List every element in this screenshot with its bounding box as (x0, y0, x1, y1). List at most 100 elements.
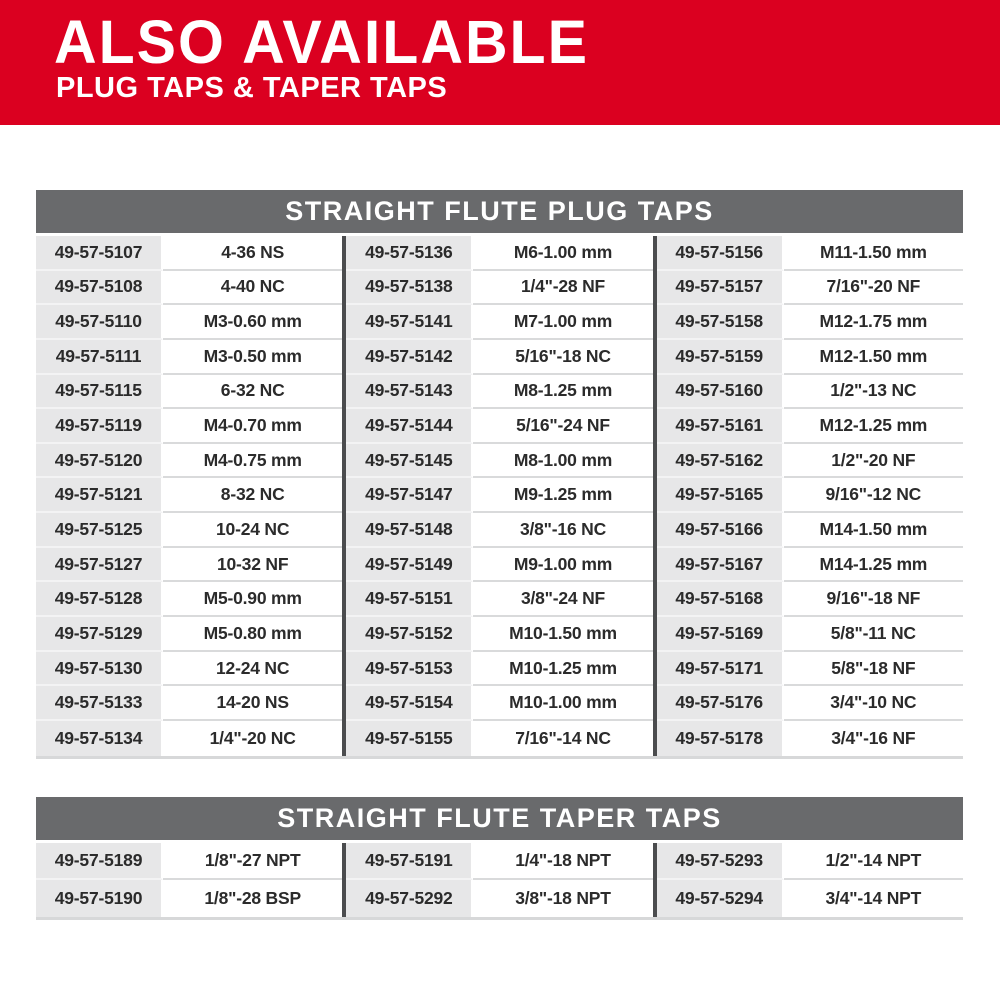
column-pair: 49-57-5107 4-36 NS 49-57-5108 4-40 NC 49-57-… (36, 236, 343, 756)
sku-cell: 49-57-5119 (36, 409, 163, 444)
size-cell: 4-40 NC (163, 270, 343, 306)
sku-cell: 49-57-5129 (36, 617, 163, 652)
size-cell: 3/4"-16 NF (783, 720, 963, 756)
size-cell: 1/2"-13 NC (783, 374, 963, 410)
size-cell: M10-1.00 mm (473, 686, 653, 721)
sku-cell: 49-57-5120 (36, 443, 163, 479)
size-cell: 14-20 NS (163, 686, 343, 721)
sku-cell: 49-57-5148 (346, 513, 474, 548)
sku-cell: 49-57-5108 (36, 270, 163, 306)
size-cell: M3-0.60 mm (163, 305, 343, 340)
size-cell: 1/4"-18 NPT (473, 843, 653, 880)
sku-cell: 49-57-5130 (36, 651, 163, 687)
column-pair: 49-57-5191 1/4"-18 NPT 49-57-5292 3/8"-18 N… (346, 843, 653, 917)
sku-cell: 49-57-5161 (656, 409, 784, 444)
column-divider (342, 843, 347, 917)
sku-cell: 49-57-5168 (656, 582, 784, 618)
sku-cell: 49-57-5178 (656, 720, 784, 756)
banner-subtitle: PLUG TAPS & TAPER TAPS (56, 72, 448, 104)
sku-cell: 49-57-5162 (656, 443, 784, 479)
sku-cell: 49-57-5166 (656, 513, 784, 548)
size-cell: M12-1.25 mm (783, 409, 963, 444)
size-cell: 3/8"-18 NPT (473, 880, 653, 917)
sku-cell: 49-57-5169 (656, 617, 784, 652)
size-cell: 1/4"-28 NF (473, 270, 653, 306)
sku-cell: 49-57-5189 (36, 843, 163, 880)
sku-cell: 49-57-5167 (656, 547, 784, 583)
size-cell: 1/8"-27 NPT (163, 843, 343, 880)
column-pair: 49-57-5136 M6-1.00 mm 49-57-5138 1/4"-28 NF… (346, 236, 653, 756)
sku-cell: 49-57-5145 (346, 443, 474, 479)
sku-cell: 49-57-5142 (346, 339, 474, 375)
size-cell: M6-1.00 mm (473, 236, 653, 271)
column-divider (342, 236, 347, 756)
size-cell: M4-0.70 mm (163, 409, 343, 444)
column-pair: 49-57-5189 1/8"-27 NPT 49-57-5190 1/8"-28 B… (36, 843, 343, 917)
sku-cell: 49-57-5155 (346, 720, 474, 756)
sku-cell: 49-57-5111 (36, 339, 163, 375)
size-cell: M8-1.25 mm (473, 374, 653, 410)
sku-cell: 49-57-5159 (656, 339, 784, 375)
promo-banner: ALSO AVAILABLE PLUG TAPS & TAPER TAPS (0, 0, 1000, 125)
plug-taps-table-body: 49-57-5107 4-36 NS 49-57-5108 4-40 NC 49-57-… (36, 236, 963, 759)
sku-cell: 49-57-5128 (36, 582, 163, 618)
size-cell: 9/16"-12 NC (783, 478, 963, 514)
sku-cell: 49-57-5136 (346, 236, 474, 271)
sku-cell: 49-57-5191 (346, 843, 474, 880)
taper-taps-table: STRAIGHT FLUTE TAPER TAPS 49-57-5189 1/8"… (36, 797, 963, 920)
size-cell: 1/8"-28 BSP (163, 880, 343, 917)
size-cell: 3/8"-16 NC (473, 513, 653, 548)
banner-title: ALSO AVAILABLE (54, 7, 589, 77)
size-cell: 10-32 NF (163, 547, 343, 583)
sku-cell: 49-57-5176 (656, 686, 784, 721)
size-cell: 5/8"-18 NF (783, 651, 963, 687)
sku-cell: 49-57-5121 (36, 478, 163, 514)
sku-cell: 49-57-5190 (36, 880, 163, 917)
plug-taps-table: STRAIGHT FLUTE PLUG TAPS 49-57-5107 4-36 … (36, 190, 963, 759)
size-cell: M5-0.80 mm (163, 617, 343, 652)
sku-cell: 49-57-5149 (346, 547, 474, 583)
sku-cell: 49-57-5160 (656, 374, 784, 410)
column-pair: 49-57-5293 1/2"-14 NPT 49-57-5294 3/4"-14 N… (656, 843, 963, 917)
size-cell: 10-24 NC (163, 513, 343, 548)
size-cell: 8-32 NC (163, 478, 343, 514)
size-cell: M5-0.90 mm (163, 582, 343, 618)
taper-taps-table-title: STRAIGHT FLUTE TAPER TAPS (36, 797, 963, 840)
size-cell: 3/4"-10 NC (783, 686, 963, 721)
size-cell: M9-1.25 mm (473, 478, 653, 514)
column-divider (652, 236, 657, 756)
sku-cell: 49-57-5134 (36, 720, 163, 756)
size-cell: M14-1.50 mm (783, 513, 963, 548)
sku-cell: 49-57-5158 (656, 305, 784, 340)
size-cell: 4-36 NS (163, 236, 343, 271)
size-cell: 3/4"-14 NPT (783, 880, 963, 917)
sku-cell: 49-57-5141 (346, 305, 474, 340)
sku-cell: 49-57-5115 (36, 374, 163, 410)
size-cell: M9-1.00 mm (473, 547, 653, 583)
sku-cell: 49-57-5151 (346, 582, 474, 618)
sku-cell: 49-57-5165 (656, 478, 784, 514)
size-cell: 1/4"-20 NC (163, 720, 343, 756)
sku-cell: 49-57-5138 (346, 270, 474, 306)
size-cell: M11-1.50 mm (783, 236, 963, 271)
column-divider (652, 843, 657, 917)
size-cell: M12-1.75 mm (783, 305, 963, 340)
sku-cell: 49-57-5127 (36, 547, 163, 583)
size-cell: M3-0.50 mm (163, 339, 343, 375)
sku-cell: 49-57-5147 (346, 478, 474, 514)
sku-cell: 49-57-5153 (346, 651, 474, 687)
sku-cell: 49-57-5157 (656, 270, 784, 306)
size-cell: 1/2"-20 NF (783, 443, 963, 479)
sku-cell: 49-57-5144 (346, 409, 474, 444)
size-cell: M10-1.25 mm (473, 651, 653, 687)
size-cell: 3/8"-24 NF (473, 582, 653, 618)
size-cell: 9/16"-18 NF (783, 582, 963, 618)
column-pair: 49-57-5156 M11-1.50 mm 49-57-5157 7/16"-20 … (656, 236, 963, 756)
size-cell: 7/16"-20 NF (783, 270, 963, 306)
size-cell: M4-0.75 mm (163, 443, 343, 479)
sku-cell: 49-57-5294 (656, 880, 784, 917)
size-cell: M10-1.50 mm (473, 617, 653, 652)
sku-cell: 49-57-5292 (346, 880, 474, 917)
sku-cell: 49-57-5143 (346, 374, 474, 410)
sku-cell: 49-57-5171 (656, 651, 784, 687)
